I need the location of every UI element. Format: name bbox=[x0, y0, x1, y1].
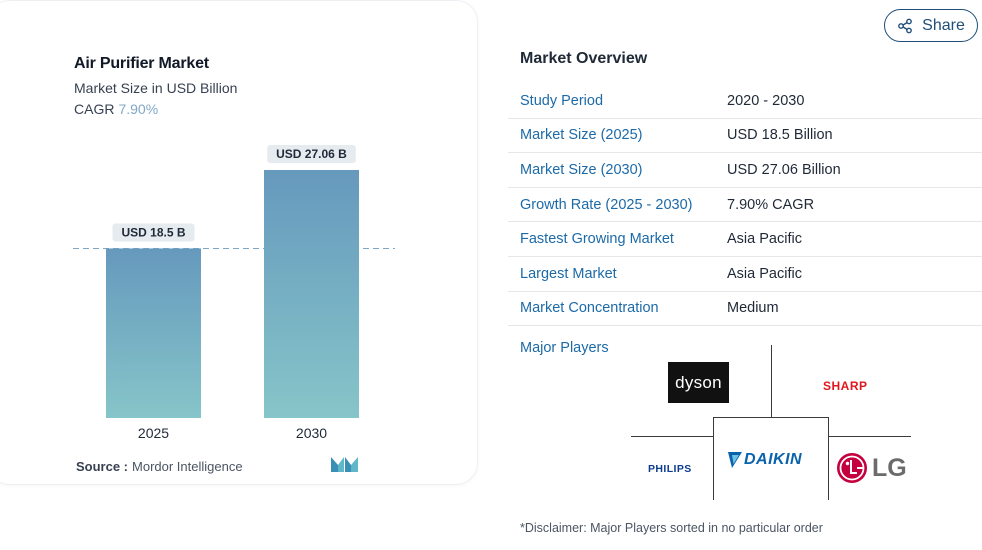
overview-row: Market Concentration Medium bbox=[508, 292, 982, 327]
share-label: Share bbox=[922, 16, 965, 34]
overview-row: Market Size (2025) USD 18.5 Billion bbox=[508, 119, 982, 154]
chart-title: Air Purifier Market bbox=[74, 55, 209, 72]
overview-row: Fastest Growing Market Asia Pacific bbox=[508, 222, 982, 257]
overview-value: USD 27.06 Billion bbox=[727, 161, 841, 178]
chart-card bbox=[0, 0, 478, 485]
grid-divider bbox=[771, 345, 772, 417]
grid-divider bbox=[828, 417, 829, 500]
data-label-bg bbox=[267, 145, 356, 163]
grid-divider bbox=[713, 417, 714, 500]
overview-key: Largest Market bbox=[520, 265, 617, 282]
source-value: Mordor Intelligence bbox=[132, 459, 243, 474]
disclaimer: *Disclaimer: Major Players sorted in no … bbox=[520, 521, 823, 535]
overview-key: Market Size (2030) bbox=[520, 161, 643, 178]
overview-row: Study Period 2020 - 2030 bbox=[508, 84, 982, 119]
overview-key: Growth Rate (2025 - 2030) bbox=[520, 196, 693, 213]
cagr-label: CAGR bbox=[74, 101, 115, 117]
overview-value: Medium bbox=[727, 300, 779, 317]
overview-key: Market Concentration bbox=[520, 300, 659, 317]
overview-key: Market Size (2025) bbox=[520, 127, 643, 144]
market-overview-title: Market Overview bbox=[520, 50, 648, 67]
overview-row: Market Size (2030) USD 27.06 Billion bbox=[508, 153, 982, 188]
market-overview-table: Study Period 2020 - 2030 Market Size (2025… bbox=[508, 84, 982, 327]
x-tick-label: 2025 bbox=[138, 425, 169, 441]
share-icon bbox=[898, 18, 913, 33]
overview-row: Largest Market Asia Pacific bbox=[508, 257, 982, 292]
bar-2025 bbox=[106, 248, 201, 418]
cagr-line: CAGR 7.90% bbox=[74, 101, 158, 117]
source-line: Source : Mordor Intelligence bbox=[76, 459, 243, 474]
grid-divider bbox=[713, 417, 829, 418]
bar-chart: USD 18.5 B 2025 USD 27.06 B 2030 bbox=[73, 145, 395, 441]
dyson-logo: dyson bbox=[668, 362, 729, 403]
bar-2030 bbox=[264, 170, 359, 418]
cagr-value: 7.90% bbox=[118, 101, 159, 117]
grid-divider bbox=[829, 436, 911, 437]
data-label: USD 18.5 B bbox=[121, 225, 185, 239]
overview-value: 2020 - 2030 bbox=[727, 92, 805, 109]
chart-subtitle: Market Size in USD Billion bbox=[74, 80, 238, 96]
daikin-mark-icon bbox=[728, 452, 742, 468]
source-label: Source : bbox=[76, 459, 129, 474]
grid-divider bbox=[631, 436, 713, 437]
overview-key: Study Period bbox=[520, 92, 604, 109]
overview-value: 7.90% CAGR bbox=[727, 196, 815, 213]
data-label: USD 27.06 B bbox=[276, 147, 347, 161]
philips-logo: PHILIPS bbox=[648, 463, 692, 475]
share-button[interactable]: Share bbox=[884, 9, 978, 42]
lg-face-icon bbox=[837, 453, 867, 483]
overview-value: Asia Pacific bbox=[727, 231, 802, 248]
mordor-intelligence-logo bbox=[331, 457, 358, 472]
overview-row: Growth Rate (2025 - 2030) 7.90% CAGR bbox=[508, 188, 982, 223]
daikin-logo: DAIKIN bbox=[728, 451, 802, 469]
overview-value: Asia Pacific bbox=[727, 265, 802, 282]
sharp-logo: SHARP bbox=[823, 379, 868, 393]
overview-value: USD 18.5 Billion bbox=[727, 127, 833, 144]
lg-logo: LG bbox=[836, 452, 907, 484]
x-tick-label: 2030 bbox=[296, 425, 327, 441]
overview-key: Fastest Growing Market bbox=[520, 231, 674, 248]
data-label-bg bbox=[112, 223, 195, 242]
major-players-label: Major Players bbox=[520, 340, 609, 356]
